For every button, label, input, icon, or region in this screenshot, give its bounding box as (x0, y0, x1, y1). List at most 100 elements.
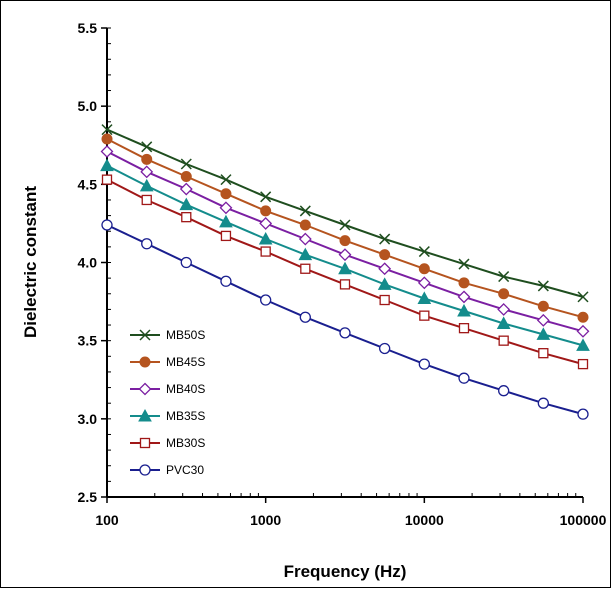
data-point-mb50s (220, 174, 232, 186)
data-point-mb40s (378, 262, 392, 276)
series-mb30s (101, 174, 589, 370)
data-point-mb35s (338, 261, 352, 275)
y-tick-label: 3.0 (78, 411, 98, 427)
data-point-mb40s (100, 145, 114, 158)
data-point-mb50s (577, 291, 589, 303)
data-point-mb30s (419, 310, 430, 321)
data-point-pvc30 (180, 256, 192, 269)
data-point-mb50s (339, 219, 351, 231)
data-point-mb40s (417, 276, 431, 290)
y-tick-label: 2.5 (78, 489, 98, 505)
data-point-mb30s (339, 279, 351, 290)
data-point-mb50s (299, 205, 311, 217)
data-point-mb45s (101, 133, 113, 145)
data-point-pvc30 (339, 327, 351, 339)
data-point-mb50s (101, 124, 113, 136)
x-tick-label: 100 (95, 512, 119, 528)
data-point-mb30s (577, 358, 589, 370)
data-point-mb35s (179, 197, 194, 211)
data-point-mb45s (577, 311, 589, 323)
data-point-mb35s (457, 303, 471, 317)
legend-marker-mb50s (139, 329, 151, 341)
data-point-mb40s (536, 313, 550, 327)
x-tick-label: 10000 (405, 512, 444, 528)
legend-label-mb40s: MB40S (166, 382, 205, 396)
legend-item-pvc30: PVC30 (130, 463, 204, 477)
data-point-pvc30 (577, 408, 589, 420)
legend-label-mb35s: MB35S (166, 409, 205, 423)
data-point-mb40s (140, 165, 154, 179)
data-point-mb50s (379, 233, 391, 245)
data-point-mb35s (219, 214, 233, 228)
data-point-mb40s (179, 182, 193, 196)
data-point-mb30s (101, 174, 113, 185)
data-point-mb45s (339, 235, 351, 247)
series-mb35s (100, 158, 590, 351)
data-point-mb45s (537, 300, 549, 312)
data-point-mb50s (537, 280, 549, 292)
series-mb50s (101, 124, 589, 303)
data-point-mb40s (576, 324, 590, 338)
data-point-pvc30 (260, 294, 272, 306)
series-mb45s (101, 133, 589, 323)
data-point-pvc30 (379, 342, 391, 355)
y-tick-label: 5.0 (78, 98, 98, 114)
data-point-mb35s (139, 178, 154, 192)
data-point-mb45s (260, 205, 272, 217)
legend-label-mb50s: MB50S (166, 328, 205, 342)
data-point-mb45s (458, 277, 470, 289)
axes: 2.5 3.0 3.5 4.0 4.5 5.0 5.5 100 1000 10000 100000 (78, 20, 607, 528)
x-tick-label: 1000 (250, 512, 281, 528)
data-point-mb50s (180, 158, 192, 170)
data-point-pvc30 (220, 275, 232, 287)
data-point-mb30s (181, 212, 192, 223)
x-tick-label: 100000 (560, 512, 607, 528)
data-point-mb45s (379, 249, 391, 261)
data-point-mb40s (338, 248, 352, 262)
y-tick-label: 3.5 (78, 333, 98, 349)
data-point-mb35s (377, 277, 392, 290)
series-layer (100, 124, 590, 420)
data-point-mb50s (498, 271, 510, 283)
data-point-mb35s (417, 291, 432, 304)
legend-marker-mb30s (139, 437, 151, 449)
data-point-pvc30 (141, 238, 153, 250)
data-point-mb50s (418, 246, 430, 258)
data-point-mb40s (259, 216, 273, 230)
data-point-mb35s (576, 338, 590, 351)
legend-marker-mb35s (138, 408, 152, 422)
data-point-mb30s (538, 348, 549, 359)
data-point-mb45s (418, 263, 430, 275)
legend-marker-mb45s (139, 356, 151, 368)
data-point-mb45s (141, 153, 153, 165)
data-point-mb30s (458, 323, 470, 334)
legend-marker-pvc30 (139, 464, 151, 476)
legend-item-mb45s: MB45S (130, 355, 205, 369)
data-point-mb30s (379, 294, 390, 306)
data-point-mb45s (299, 219, 311, 231)
data-point-mb35s (258, 232, 273, 245)
data-point-mb30s (498, 335, 509, 346)
legend-marker-mb40s (138, 382, 152, 396)
data-point-mb50s (260, 191, 272, 203)
data-point-mb30s (220, 230, 232, 242)
legend-item-mb40s: MB40S (130, 382, 205, 396)
data-point-mb40s (497, 302, 511, 316)
data-point-mb30s (300, 263, 311, 274)
data-point-mb40s (457, 290, 471, 304)
data-point-mb35s (536, 327, 551, 340)
y-axis-title: Dielectric constant (21, 186, 40, 338)
data-point-pvc30 (498, 385, 510, 397)
data-point-mb35s (100, 158, 114, 172)
legend-label-pvc30: PVC30 (166, 463, 204, 477)
data-point-pvc30 (299, 311, 311, 323)
data-point-mb45s (498, 288, 510, 300)
data-point-mb35s (298, 247, 313, 261)
x-axis-title: Frequency (Hz) (284, 562, 407, 581)
y-tick-label: 4.5 (78, 176, 98, 192)
data-point-mb30s (260, 246, 271, 257)
legend: MB50S MB45S MB40S MB35S MB30S PVC30 (130, 328, 205, 477)
data-point-mb50s (458, 258, 470, 270)
